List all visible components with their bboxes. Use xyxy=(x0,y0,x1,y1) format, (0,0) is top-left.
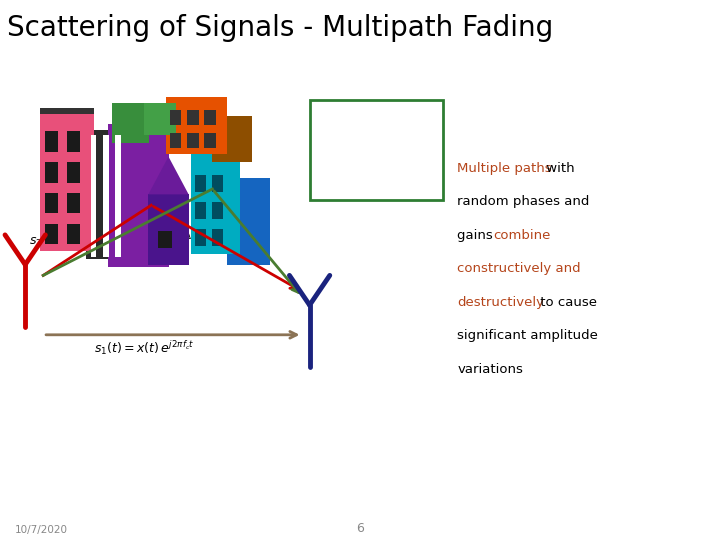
Text: $s_2(t) = x(t-\Delta d/c)\,e^{j2\pi f_c(t-\Delta d/c)+j\phi}$: $s_2(t) = x(t-\Delta d/c)\,e^{j2\pi f_c(… xyxy=(29,231,228,249)
Text: with: with xyxy=(542,162,575,175)
Text: to cause: to cause xyxy=(536,296,598,309)
Bar xyxy=(103,135,109,256)
Bar xyxy=(195,176,206,192)
Text: random phases and: random phases and xyxy=(457,195,590,208)
Bar xyxy=(91,135,96,256)
Bar xyxy=(67,131,80,152)
Bar xyxy=(108,124,169,267)
Bar xyxy=(212,230,223,246)
Bar xyxy=(45,131,58,152)
Bar xyxy=(45,162,58,183)
Bar xyxy=(86,130,130,259)
Text: Multiple paths: Multiple paths xyxy=(457,162,552,175)
Bar xyxy=(115,135,121,256)
Bar xyxy=(212,176,223,192)
Bar xyxy=(40,113,94,251)
FancyBboxPatch shape xyxy=(310,100,443,200)
Text: $s_1(t) = x(t)\,e^{j2\pi f_c t}$: $s_1(t) = x(t)\,e^{j2\pi f_c t}$ xyxy=(94,339,194,357)
Text: gains: gains xyxy=(457,229,498,242)
Text: 6: 6 xyxy=(356,522,364,535)
Bar xyxy=(45,224,58,244)
Bar xyxy=(67,162,80,183)
Text: variations: variations xyxy=(457,363,523,376)
Text: destructively: destructively xyxy=(457,296,544,309)
Text: Diffraction: Diffraction xyxy=(322,145,392,158)
Bar xyxy=(148,194,189,265)
Bar xyxy=(227,178,270,265)
Bar xyxy=(195,202,206,219)
Bar xyxy=(45,193,58,213)
Bar xyxy=(212,116,252,162)
Text: 10/7/2020: 10/7/2020 xyxy=(14,524,68,535)
Bar xyxy=(187,110,199,125)
Text: Scattering of Signals - Multipath Fading: Scattering of Signals - Multipath Fading xyxy=(7,14,554,42)
Bar xyxy=(195,230,206,246)
Bar xyxy=(158,231,172,248)
Bar xyxy=(191,154,240,254)
Bar xyxy=(144,103,176,135)
Text: Reflection: Reflection xyxy=(322,116,388,129)
Bar xyxy=(204,133,216,148)
Text: combine: combine xyxy=(493,229,551,242)
Bar xyxy=(67,224,80,244)
Bar xyxy=(204,110,216,125)
Bar xyxy=(187,133,199,148)
Text: significant amplitude: significant amplitude xyxy=(457,329,598,342)
Bar xyxy=(212,202,223,219)
Bar xyxy=(170,133,181,148)
Polygon shape xyxy=(148,157,189,194)
Bar xyxy=(40,108,94,114)
Text: Absorption: Absorption xyxy=(322,173,394,186)
Text: constructively and: constructively and xyxy=(457,262,581,275)
Bar xyxy=(112,103,149,143)
Bar xyxy=(166,97,227,154)
Bar xyxy=(170,110,181,125)
Bar xyxy=(67,193,80,213)
